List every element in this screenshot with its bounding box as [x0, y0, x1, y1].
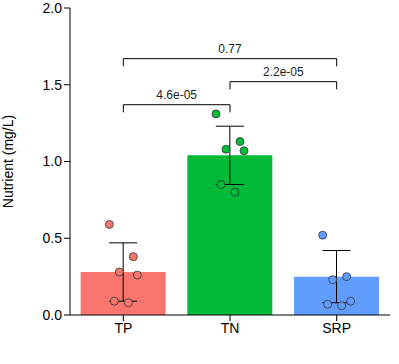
svg-text:1.5: 1.5: [43, 77, 63, 93]
svg-text:Nutrient (mg/L): Nutrient (mg/L): [8, 115, 16, 208]
svg-text:4.6e-05: 4.6e-05: [156, 88, 197, 102]
svg-text:TP: TP: [114, 320, 132, 336]
svg-text:SRP: SRP: [322, 320, 351, 336]
svg-text:1.0: 1.0: [43, 153, 63, 169]
svg-text:0.5: 0.5: [43, 230, 63, 246]
svg-text:0.77: 0.77: [218, 42, 242, 56]
svg-text:0.0: 0.0: [43, 307, 63, 323]
svg-text:2.2e-05: 2.2e-05: [263, 65, 304, 79]
svg-text:2.0: 2.0: [43, 0, 63, 16]
svg-text:TN: TN: [221, 320, 240, 336]
